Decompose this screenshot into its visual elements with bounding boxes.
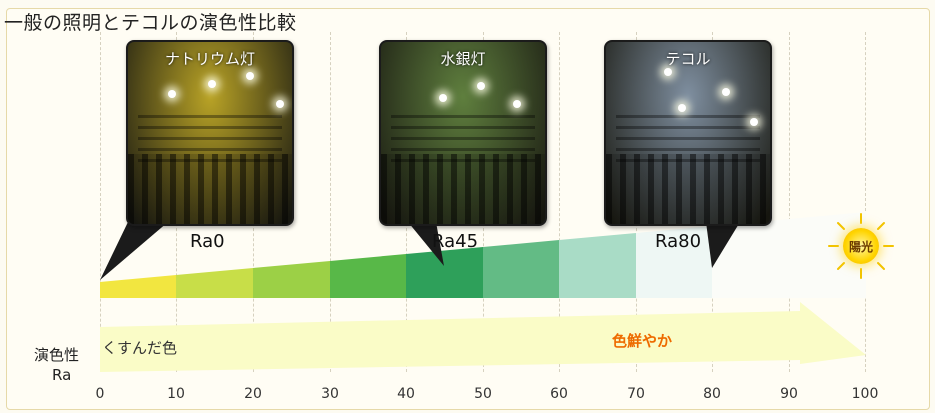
scale-title: 演色性 <box>34 346 80 364</box>
dull-color-label: くすんだ色 <box>102 339 178 357</box>
ra-band <box>636 226 712 298</box>
lamp-glow <box>750 118 758 126</box>
photo-caption: ナトリウム灯 <box>164 50 255 68</box>
gridline <box>865 32 866 372</box>
scale-unit: Ra <box>52 366 72 384</box>
tick-label: 100 <box>851 386 879 402</box>
tick-label: 80 <box>703 386 721 402</box>
sun-icon <box>843 228 879 264</box>
lamp-glow <box>276 100 284 108</box>
lamp-glow <box>208 80 216 88</box>
callout-pointer <box>408 222 444 266</box>
lamp-glow <box>664 68 672 76</box>
photo-machinery <box>606 154 770 224</box>
photo-machinery <box>128 154 292 224</box>
page-title: 一般の照明とテコルの演色性比較 <box>4 12 297 34</box>
photo-machinery <box>381 154 545 224</box>
sunlight-label: 陽光 <box>848 240 873 254</box>
photo-mercury-lamp: 水銀灯 <box>379 40 547 226</box>
ra-value-label: Ra45 <box>432 231 479 252</box>
lamp-glow <box>168 90 176 98</box>
callout-pointer <box>706 222 740 268</box>
tick-label: 70 <box>627 386 645 402</box>
photo-caption: テコル <box>665 50 711 68</box>
tick-label: 10 <box>167 386 185 402</box>
lamp-glow <box>439 94 447 102</box>
gridline <box>559 32 560 372</box>
tick-label: 0 <box>95 386 105 402</box>
vividness-arrow <box>100 302 866 372</box>
ra-value-label: Ra0 <box>190 231 225 252</box>
photo-tecol-lamp: テコル <box>604 40 772 226</box>
tick-label: 60 <box>550 386 568 402</box>
tick-label: 30 <box>321 386 339 402</box>
ra-band <box>712 212 866 298</box>
vivid-color-label: 色鮮やか <box>612 332 673 350</box>
photo-structure <box>616 112 760 162</box>
lamp-glow <box>246 72 254 80</box>
ra-value-label: Ra80 <box>655 231 702 252</box>
ra-band <box>176 268 253 298</box>
sun-rays-icon <box>828 213 894 279</box>
lamp-glow <box>722 88 730 96</box>
gridline <box>100 32 101 372</box>
photo-caption: 水銀灯 <box>440 50 486 68</box>
photo-sodium-lamp: ナトリウム灯 <box>126 40 294 226</box>
tick-label: 90 <box>780 386 798 402</box>
photo-structure <box>391 112 535 162</box>
ra-band <box>253 261 330 298</box>
gridline <box>789 32 790 372</box>
lamp-glow <box>513 100 521 108</box>
ra-band <box>100 275 176 298</box>
ra-band <box>483 240 559 298</box>
gridline <box>330 32 331 372</box>
lamp-glow <box>678 104 686 112</box>
tick-label: 20 <box>244 386 262 402</box>
photo-structure <box>138 112 282 162</box>
tick-label: 50 <box>474 386 492 402</box>
callout-pointer <box>100 222 168 280</box>
ra-band <box>406 247 483 298</box>
ra-band <box>330 254 406 298</box>
ra-band <box>559 233 636 298</box>
lamp-glow <box>477 82 485 90</box>
tick-label: 40 <box>397 386 415 402</box>
